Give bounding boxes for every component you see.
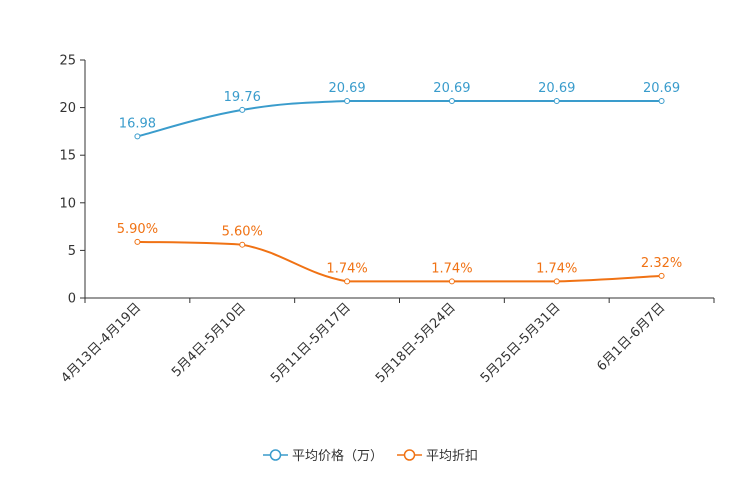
data-label: 20.69 — [328, 81, 365, 96]
y-tick-label: 10 — [59, 196, 76, 211]
y-tick-label: 5 — [68, 244, 76, 259]
data-label: 2.32% — [641, 256, 682, 271]
data-point[interactable] — [448, 278, 455, 285]
y-tick-label: 25 — [59, 54, 76, 69]
data-point[interactable] — [344, 98, 351, 105]
data-point[interactable] — [553, 278, 560, 285]
data-point[interactable] — [658, 272, 665, 279]
data-label: 1.74% — [536, 261, 577, 276]
x-tick-label: 5月18日-5月24日 — [373, 300, 459, 386]
series-0: 16.98 19.76 20.69 20.69 20.69 20.69 — [119, 81, 680, 140]
series-1: 5.90% 5.60% 1.74% 1.74% 1.74% 2.32% — [117, 222, 682, 285]
data-label: 5.90% — [117, 222, 158, 237]
series-line — [137, 100, 662, 138]
legend-item-1[interactable]: 平均折扣 — [397, 449, 478, 464]
data-label: 20.69 — [538, 81, 575, 96]
data-point[interactable] — [448, 98, 455, 105]
data-label: 20.69 — [643, 81, 680, 96]
x-tick-label: 4月13日-4月19日 — [58, 300, 144, 386]
data-label: 16.98 — [119, 116, 156, 131]
data-point[interactable] — [239, 106, 246, 113]
data-label: 1.74% — [431, 261, 472, 276]
legend-label: 平均价格（万） — [292, 448, 383, 464]
y-tick-label: 0 — [68, 292, 76, 307]
data-label: 1.74% — [326, 261, 367, 276]
legend-item-0[interactable]: 平均价格（万） — [263, 448, 383, 464]
x-tick-label: 5月25日-5月31日 — [478, 300, 564, 386]
x-tick-label: 5月4日-5月10日 — [169, 300, 249, 380]
legend-marker-icon — [403, 449, 416, 461]
legend-label: 平均折扣 — [426, 449, 478, 464]
y-tick-label: 15 — [59, 149, 76, 164]
series-layer: 16.98 19.76 20.69 20.69 20.69 20.69 5.90% 5.60%… — [117, 81, 682, 285]
data-label: 19.76 — [224, 90, 261, 105]
data-point[interactable] — [134, 238, 141, 245]
axes: 0 5 10 15 20 25 4月13日-4月19日 5月4日-5月10日 5月11日-5月1… — [58, 54, 715, 386]
legend-marker-icon — [269, 449, 282, 461]
y-tick-label: 20 — [59, 101, 76, 116]
data-label: 20.69 — [433, 81, 470, 96]
data-point[interactable] — [553, 98, 560, 105]
data-point[interactable] — [239, 241, 246, 248]
series-line — [137, 240, 662, 283]
data-label: 5.60% — [222, 225, 263, 240]
x-tick-label: 5月11日-5月17日 — [268, 300, 354, 386]
legend[interactable]: 平均价格（万） 平均折扣 — [263, 448, 478, 464]
data-point[interactable] — [344, 278, 351, 285]
x-tick-label: 6月1日-6月7日 — [594, 300, 668, 374]
data-point[interactable] — [134, 133, 141, 140]
data-point[interactable] — [658, 98, 665, 105]
